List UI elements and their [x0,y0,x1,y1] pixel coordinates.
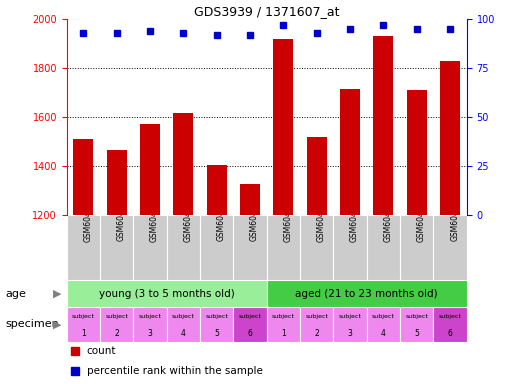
Text: 5: 5 [214,329,219,338]
Bar [400,215,433,280]
Text: subject: subject [72,314,95,319]
Bar [200,215,233,280]
Text: GSM604554: GSM604554 [317,195,326,242]
Text: subject: subject [239,314,262,319]
Text: 6: 6 [448,329,452,338]
Bar [73,139,93,384]
Text: subject: subject [339,314,362,319]
Text: GSM604552: GSM604552 [250,195,259,242]
Bar [367,215,400,280]
Bar [273,39,293,384]
Text: GSM604547: GSM604547 [83,195,92,242]
Bar [67,215,100,280]
Bar [233,307,267,342]
Bar [267,280,467,307]
Text: GSM604550: GSM604550 [183,195,192,242]
Text: GSM604558: GSM604558 [450,195,459,242]
Text: GSM604557: GSM604557 [417,195,426,242]
Text: subject: subject [372,314,395,319]
Bar [307,137,327,384]
Text: GSM604549: GSM604549 [150,195,159,242]
Text: 1: 1 [281,329,286,338]
Text: ▶: ▶ [53,319,62,329]
Text: 3: 3 [348,329,352,338]
Text: GSM604551: GSM604551 [216,195,226,242]
Text: 2: 2 [314,329,319,338]
Bar [300,307,333,342]
Text: GSM604548: GSM604548 [116,195,126,242]
Text: subject: subject [305,314,328,319]
Bar [440,61,460,384]
Bar [100,307,133,342]
Text: subject: subject [272,314,295,319]
Text: 3: 3 [148,329,152,338]
Text: specimen: specimen [5,319,59,329]
Text: 6: 6 [248,329,252,338]
Text: age: age [5,289,26,299]
Bar [173,113,193,384]
Text: 2: 2 [114,329,119,338]
Text: aged (21 to 23 months old): aged (21 to 23 months old) [295,289,438,299]
Text: 5: 5 [415,329,419,338]
Bar [340,89,360,384]
Text: subject: subject [172,314,195,319]
Text: 1: 1 [81,329,86,338]
Bar [133,307,167,342]
Bar [240,184,260,384]
Title: GDS3939 / 1371607_at: GDS3939 / 1371607_at [194,5,340,18]
Bar [300,215,333,280]
Text: count: count [87,346,116,356]
Bar [233,215,267,280]
Bar [267,215,300,280]
Bar [407,90,427,384]
Bar [107,150,127,384]
Text: subject: subject [439,314,462,319]
Text: GSM604553: GSM604553 [283,195,292,242]
Bar [200,307,233,342]
Bar [133,215,167,280]
Text: subject: subject [105,314,128,319]
Bar [367,307,400,342]
Bar [333,215,367,280]
Text: GSM604556: GSM604556 [384,195,392,242]
Bar [433,307,467,342]
Bar [100,215,133,280]
Bar [400,307,433,342]
Bar [333,307,367,342]
Text: subject: subject [405,314,428,319]
Bar [167,307,200,342]
Bar [67,280,267,307]
Text: young (3 to 5 months old): young (3 to 5 months old) [99,289,234,299]
Text: percentile rank within the sample: percentile rank within the sample [87,366,263,376]
Text: subject: subject [205,314,228,319]
Bar [433,215,467,280]
Text: GSM604555: GSM604555 [350,195,359,242]
Bar [67,307,100,342]
Bar [167,215,200,280]
Bar [140,124,160,384]
Text: 4: 4 [381,329,386,338]
Text: 4: 4 [181,329,186,338]
Text: ▶: ▶ [53,289,62,299]
Bar [373,36,393,384]
Bar [267,307,300,342]
Text: subject: subject [139,314,162,319]
Bar [207,165,227,384]
